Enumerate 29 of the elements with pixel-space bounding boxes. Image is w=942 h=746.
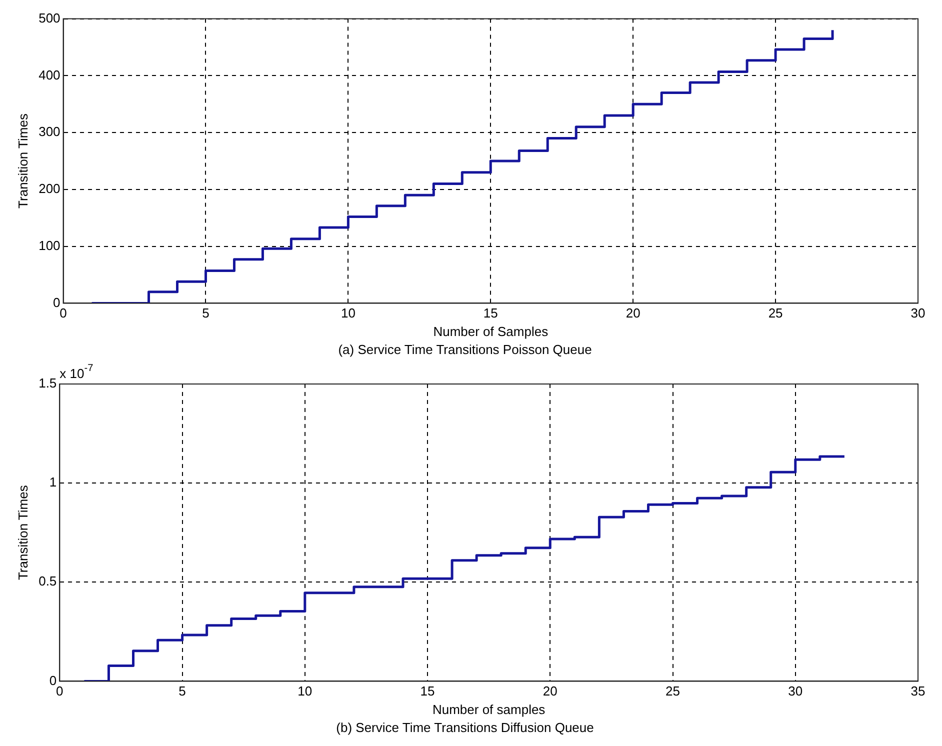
x-tick-label: 15	[420, 684, 435, 699]
y-tick-label: 400	[38, 67, 60, 82]
x-tick-label: 30	[788, 684, 803, 699]
y-axis-title: Transition Times	[15, 113, 30, 208]
x-tick-label: 10	[298, 684, 312, 699]
y-tick-label: 0	[53, 294, 60, 310]
x-tick-label: 30	[910, 306, 926, 321]
y-tick-label: 1	[49, 474, 57, 490]
text: (a) Service Time Transitions Poisson Queue	[338, 342, 592, 357]
y-tick-label: 200	[38, 181, 60, 196]
x-tick-label: 25	[768, 306, 783, 321]
y-tick-label: 300	[38, 124, 60, 140]
x-tick-label: 10	[340, 306, 356, 321]
y-tick-label: 500	[38, 10, 60, 26]
y-tick-label: 0	[49, 672, 57, 688]
x-tick-label: 5	[202, 306, 210, 321]
y-tick-label: 100	[38, 238, 60, 253]
x-tick-label: 5	[178, 684, 186, 699]
y-tick-label: 0.5	[38, 574, 57, 589]
x-tick-label: 20	[542, 684, 558, 699]
text: (b) Service Time Transitions Diffusion Queue	[336, 720, 594, 735]
x-tick-label: 15	[483, 306, 498, 321]
x-tick-label: 20	[626, 306, 640, 321]
x-tick-label: 35	[910, 684, 926, 699]
y-tick-label: 1.5	[38, 376, 57, 391]
x-tick-label: 25	[666, 684, 680, 699]
x-axis-title: Number of samples	[432, 702, 546, 718]
y-axis-title: Transition Times	[15, 484, 30, 580]
x-axis-title: Number of Samples	[433, 324, 549, 340]
